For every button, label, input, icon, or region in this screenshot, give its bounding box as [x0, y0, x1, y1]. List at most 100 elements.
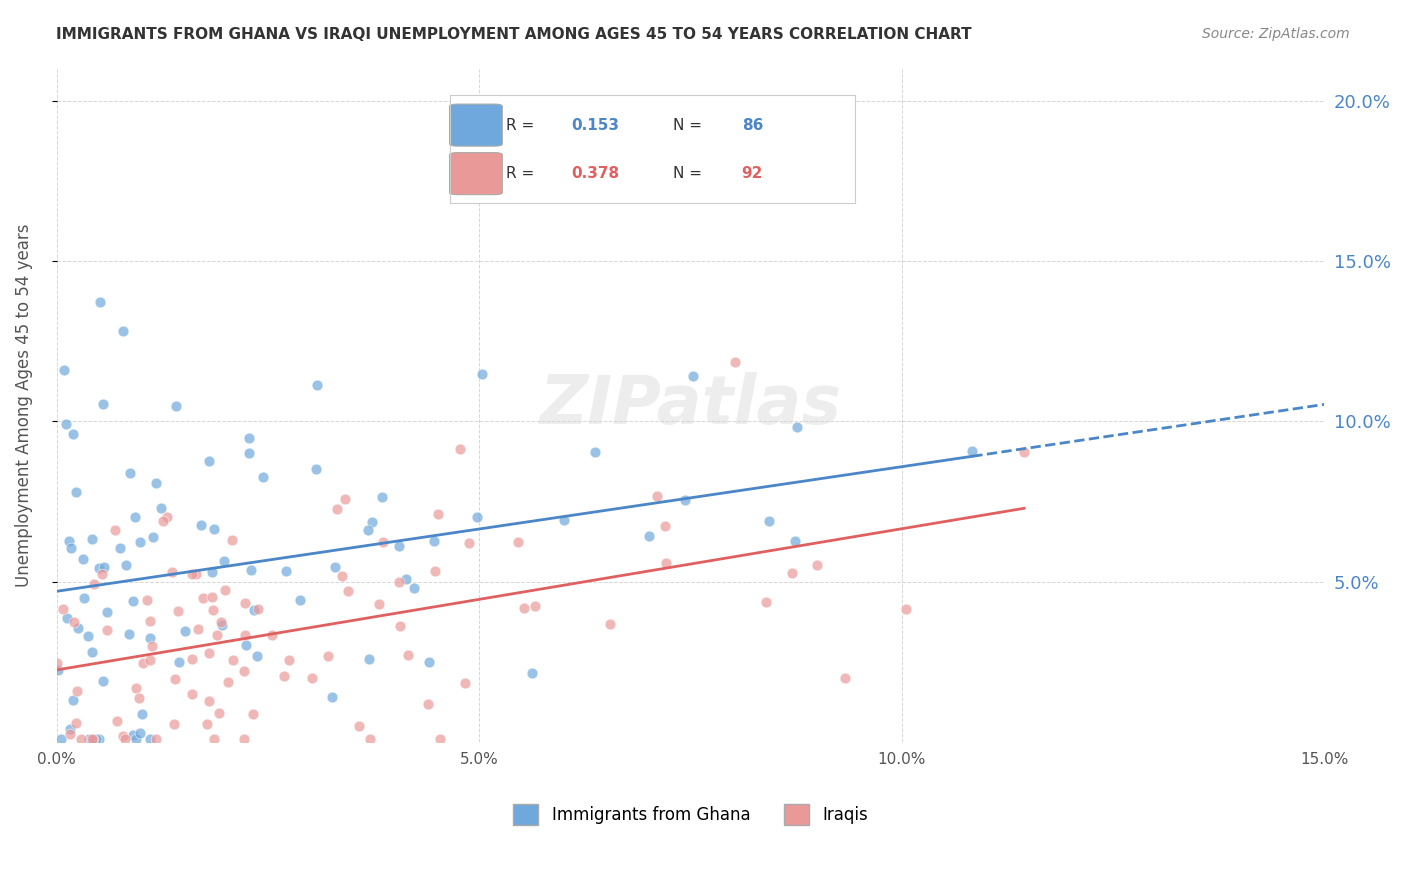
Point: [465, 510, 488, 524]
Point: [145, 732, 167, 747]
Point: [167, 655, 190, 669]
Point: [128, 535, 150, 549]
Point: [512, 601, 534, 615]
Point: [388, 539, 411, 553]
Point: [55, 611, 77, 625]
Point: [63, 615, 86, 629]
Point: [238, 446, 260, 460]
Point: [62, 427, 84, 442]
Point: [82, 732, 104, 747]
Point: [115, 558, 138, 573]
Point: [252, 470, 274, 484]
Point: [65, 716, 87, 731]
Point: [160, 565, 183, 579]
Point: [191, 591, 214, 605]
Point: [184, 567, 207, 582]
Point: [645, 490, 668, 504]
Point: [326, 501, 349, 516]
Point: [77, 732, 100, 747]
Point: [780, 566, 803, 581]
Point: [72, 552, 94, 566]
Point: [370, 490, 392, 504]
Point: [142, 530, 165, 544]
Point: [58, 533, 80, 548]
Point: [87, 561, 110, 575]
Point: [93, 397, 115, 411]
Point: [141, 639, 163, 653]
Point: [181, 687, 204, 701]
Point: [112, 324, 135, 338]
Point: [52, 601, 75, 615]
Point: [242, 707, 264, 722]
Point: [55, 417, 77, 431]
Point: [139, 614, 162, 628]
Point: [233, 628, 256, 642]
Point: [46, 656, 69, 670]
Point: [66, 684, 89, 698]
Point: [187, 622, 209, 636]
Point: [371, 535, 394, 549]
Point: [239, 563, 262, 577]
Legend: Immigrants from Ghana, Iraqis: Immigrants from Ghana, Iraqis: [506, 797, 875, 831]
Point: [108, 541, 131, 555]
Point: [522, 666, 544, 681]
Point: [124, 510, 146, 524]
Point: [1012, 445, 1035, 459]
Point: [180, 651, 202, 665]
Point: [209, 615, 232, 630]
Point: [77, 629, 100, 643]
Point: [122, 728, 145, 742]
Point: [638, 529, 661, 543]
Point: [288, 593, 311, 607]
Point: [333, 491, 356, 506]
Point: [91, 566, 114, 581]
Point: [82, 532, 104, 546]
Point: [506, 534, 529, 549]
Point: [359, 652, 381, 666]
Point: [367, 598, 389, 612]
Point: [118, 627, 141, 641]
Point: [783, 534, 806, 549]
Point: [423, 564, 446, 578]
Point: [82, 645, 104, 659]
Point: [104, 523, 127, 537]
Point: [211, 618, 233, 632]
Point: [245, 649, 267, 664]
Point: [305, 377, 328, 392]
Point: [233, 664, 256, 678]
Point: [139, 631, 162, 645]
Point: [73, 591, 96, 606]
Point: [449, 442, 471, 457]
Point: [388, 619, 411, 633]
Point: [163, 717, 186, 731]
Point: [221, 533, 243, 548]
Point: [107, 714, 129, 729]
Point: [321, 690, 343, 705]
Point: [673, 492, 696, 507]
Point: [205, 628, 228, 642]
Point: [152, 514, 174, 528]
Point: [145, 475, 167, 490]
Point: [198, 647, 221, 661]
Point: [786, 420, 808, 434]
Point: [323, 559, 346, 574]
Point: [834, 671, 856, 685]
Point: [214, 582, 236, 597]
Point: [84, 732, 107, 747]
Point: [201, 590, 224, 604]
Point: [316, 649, 339, 664]
Point: [416, 697, 439, 711]
Point: [347, 719, 370, 733]
Point: [167, 604, 190, 618]
Point: [330, 568, 353, 582]
Point: [357, 524, 380, 538]
Point: [70, 732, 93, 747]
Point: [806, 558, 828, 572]
Point: [235, 638, 257, 652]
Point: [59, 541, 82, 555]
Point: [124, 732, 146, 747]
Point: [128, 690, 150, 705]
Point: [89, 732, 111, 747]
Point: [470, 367, 492, 381]
Point: [202, 522, 225, 536]
